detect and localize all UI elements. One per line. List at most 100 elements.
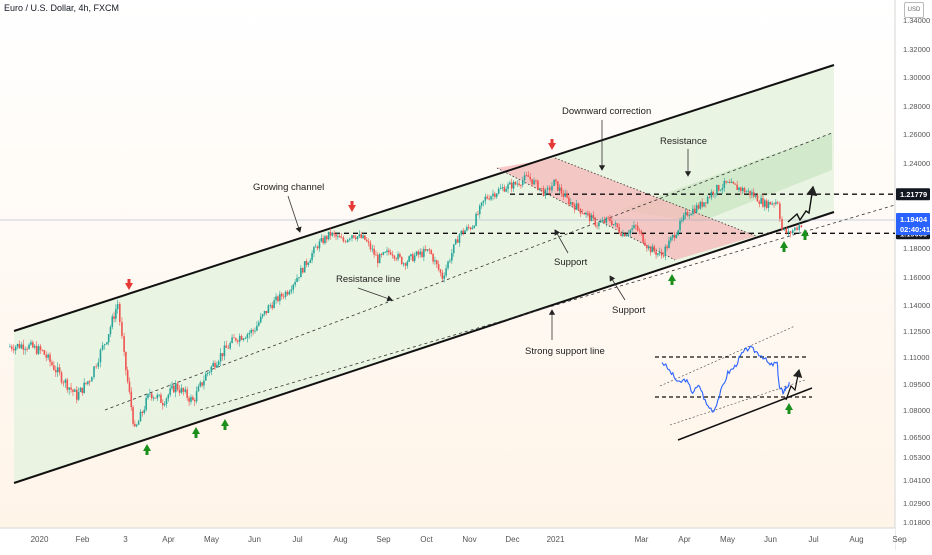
candle-body [734,183,737,185]
candle-body [518,183,520,186]
candle-body [378,254,381,264]
annotation-growing-channel: Growing channel [253,182,324,193]
x-tick-label: Aug [333,535,347,544]
candle-body [760,198,762,204]
y-tick-label: 1.08000 [903,406,930,415]
inset-support-line [677,387,813,441]
candle-body [426,249,429,251]
candle-body [579,208,582,214]
candle-body [684,212,687,216]
candle-body [141,411,144,413]
candle-body [54,370,57,373]
correction-upper-line [554,157,757,237]
candle-body [456,239,459,243]
x-tick-label: Dec [505,535,519,544]
candle-body [327,231,330,240]
x-tick-label: Jul [808,535,818,544]
candle-body [313,247,315,254]
candle-body [509,182,511,185]
growing-channel-fill [14,65,834,483]
candle-body [173,385,175,393]
x-tick-label: Sep [376,535,391,544]
candle-body [384,252,386,253]
candle-body [651,246,654,253]
candle-body [566,193,568,198]
candle-body [176,383,179,390]
y-tick-label: 1.32000 [903,45,930,54]
candle-body [703,202,705,207]
candle-body [93,366,95,378]
candle-body [160,394,162,403]
candle-body [11,346,13,349]
candle-body [673,234,676,239]
candle-body [458,234,461,243]
candle-body [324,236,326,244]
candle-body [462,230,464,234]
candle-body [555,179,557,182]
candle-body [225,345,228,348]
candle-body [393,255,396,259]
annotation-resistance-line: Resistance line [336,274,400,285]
candle-body [492,193,494,197]
y-tick-label: 1.01800 [903,518,930,527]
candle-body [537,180,539,190]
time-axis[interactable]: 2020 Feb 3 Apr May Jun Jul Aug Sep Oct Nov Dec 2021 M… [31,535,908,544]
candle-body [300,267,302,278]
candle-body [286,291,289,295]
currency-selector[interactable]: USD [904,2,924,18]
candle-body [221,353,224,357]
candle-body [14,346,17,351]
candle-body [271,305,274,309]
candle-body [544,189,547,196]
y-tick-label: 1.30000 [903,73,930,82]
candle-body [85,382,87,384]
candle-body [303,261,306,273]
candle-body [277,296,279,302]
candle-body [288,291,291,295]
x-tick-label: May [204,535,219,544]
candle-body [785,228,788,234]
candle-body [752,192,755,197]
candle-body [754,195,757,197]
candle-body [590,215,593,222]
candle-body [269,305,272,306]
candle-body [119,303,121,323]
candle-body [389,252,392,255]
candle-body [301,267,304,273]
candle-body [677,230,679,235]
candle-body [756,195,759,202]
x-tick-label: Aug [849,535,863,544]
candle-body [111,316,114,328]
candle-body [227,347,230,349]
candle-body [305,261,308,265]
candle-body [745,191,748,193]
candle-body [399,254,401,257]
annotation-strong-support-line: Strong support line [525,346,605,357]
candle-body [107,334,110,343]
channel-lower-line [13,211,835,484]
candle-body [607,217,609,219]
candle-body [20,344,23,349]
candle-body [410,254,412,257]
candle-body [152,397,155,399]
candle-body [749,190,751,196]
candle-body [282,296,285,298]
candle-body [762,198,764,207]
candle-body [717,185,720,191]
candle-body [391,254,394,256]
candle-body [217,361,220,365]
candle-body [72,389,74,392]
candle-body [208,371,211,373]
price-candles [9,171,803,428]
candle-body [382,252,385,255]
projection-path [787,185,818,223]
candle-body [12,348,15,351]
candle-body [219,353,222,362]
candle-body [490,196,492,200]
candle-body [796,227,798,230]
candle-body [349,238,351,240]
candle-body [535,180,537,182]
candle-body [451,253,453,261]
